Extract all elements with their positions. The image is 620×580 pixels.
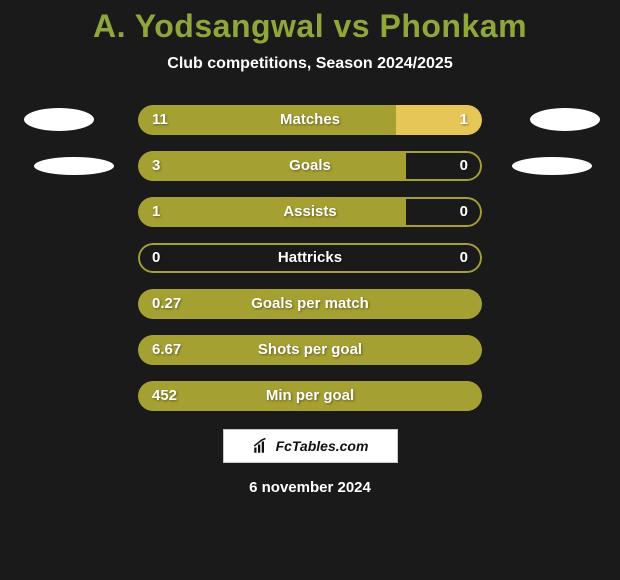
stat-track: 0.27Goals per match <box>138 289 482 319</box>
stat-track: 30Goals <box>138 151 482 181</box>
player-bubble-right <box>530 108 600 131</box>
chart-icon <box>252 437 270 455</box>
stat-label: Matches <box>138 105 482 135</box>
subtitle: Club competitions, Season 2024/2025 <box>0 55 620 73</box>
stat-row: 10Assists <box>0 197 620 227</box>
stat-row: 30Goals <box>0 151 620 181</box>
stat-row: 452Min per goal <box>0 381 620 411</box>
stat-track: 111Matches <box>138 105 482 135</box>
player-bubble-left <box>24 108 94 131</box>
stat-row: 6.67Shots per goal <box>0 335 620 365</box>
player-bubble-right <box>512 157 592 175</box>
stat-track: 6.67Shots per goal <box>138 335 482 365</box>
stat-row: 0.27Goals per match <box>0 289 620 319</box>
page-title: A. Yodsangwal vs Phonkam <box>0 0 620 45</box>
date-text: 6 november 2024 <box>0 479 620 496</box>
stat-row: 111Matches <box>0 105 620 135</box>
brand-text: FcTables.com <box>276 438 369 454</box>
stat-label: Min per goal <box>138 381 482 411</box>
stat-label: Goals per match <box>138 289 482 319</box>
stat-track: 452Min per goal <box>138 381 482 411</box>
stats-rows: 111Matches 30Goals 10Assists 00Hattricks 0.2… <box>0 105 620 411</box>
stat-label: Shots per goal <box>138 335 482 365</box>
brand-badge: FcTables.com <box>223 429 398 463</box>
stat-label: Goals <box>138 151 482 181</box>
stat-label: Assists <box>138 197 482 227</box>
stat-label: Hattricks <box>138 243 482 273</box>
stat-track: 00Hattricks <box>138 243 482 273</box>
player-bubble-left <box>34 157 114 175</box>
stat-row: 00Hattricks <box>0 243 620 273</box>
stat-track: 10Assists <box>138 197 482 227</box>
